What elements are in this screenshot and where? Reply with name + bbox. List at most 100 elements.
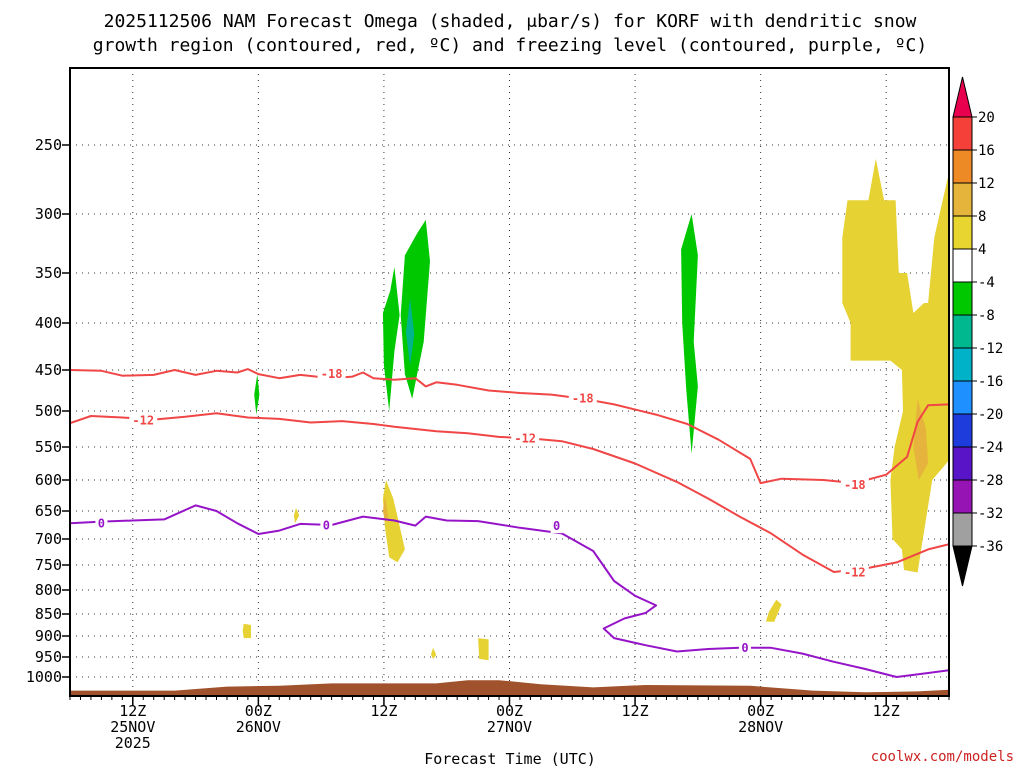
y-tick-label: 400 [35, 314, 62, 332]
colorbar-label: -24 [978, 440, 1003, 456]
colorbar-swatch [952, 512, 973, 547]
contour-label-bg [95, 516, 108, 531]
colorbar-swatch [952, 314, 973, 349]
contour-label: -12 [514, 431, 536, 445]
colorbar-bottom-arrow [952, 545, 973, 587]
x-tick-label: 2025 [115, 734, 151, 752]
colorbar-swatch [952, 281, 973, 316]
chart-title-line-1: 2025112506 NAM Forecast Omega (shaded, μ… [104, 11, 917, 32]
x-tick-label: 00Z [747, 702, 774, 720]
colorbar-swatch [952, 479, 973, 514]
y-axis-ticks: 250 300 350 400 450 500 550 600 650 700 750 800 850 9… [26, 136, 70, 686]
omega-region [765, 599, 782, 622]
colorbar-top-arrow [952, 76, 973, 118]
y-tick-label: 1000 [26, 668, 62, 686]
colorbar-label: -8 [978, 308, 995, 324]
x-axis-label: Forecast Time (UTC) [424, 750, 596, 768]
x-tick-label: 12Z [370, 702, 397, 720]
colorbar-label: -16 [978, 374, 1003, 390]
colorbar-label: -20 [978, 407, 1003, 423]
grid-lines [70, 68, 949, 696]
contour-label-bg [129, 413, 158, 428]
x-tick-label: 00Z [496, 702, 523, 720]
contour-label-bg [320, 518, 333, 533]
omega-region [431, 647, 437, 659]
y-tick-label: 900 [35, 627, 62, 645]
omega-region [478, 638, 489, 661]
colorbar-label: -36 [978, 539, 1003, 555]
colorbar-label: -12 [978, 341, 1003, 357]
y-tick-label: 750 [35, 556, 62, 574]
colorbar: 20 16 12 8 4 -4 -8 -12 -16 -20 -24 -28 -32 -36 [952, 76, 1003, 587]
y-tick-label: 500 [35, 402, 62, 420]
omega-region [400, 219, 430, 399]
x-tick-label: 26NOV [236, 718, 281, 736]
colorbar-label: 4 [978, 242, 986, 258]
plot-frame [69, 67, 950, 697]
colorbar-swatch [952, 446, 973, 481]
x-tick-label: 12Z [622, 702, 649, 720]
y-tick-label: 700 [35, 530, 62, 548]
y-tick-label: 250 [35, 136, 62, 154]
omega-region [842, 158, 949, 573]
omega-shading [242, 158, 949, 661]
colorbar-swatch [952, 149, 973, 184]
terrain-shading [70, 680, 949, 696]
contour-label: -12 [132, 413, 154, 427]
chart-title-line-2: growth region (contoured, red, ºC) and f… [93, 35, 927, 56]
x-tick-label: 28NOV [738, 718, 783, 736]
contour-label-bg [550, 519, 563, 534]
contour-labels: -18 -18 -18 -12 -12 -12 0 0 0 0 [95, 367, 869, 655]
x-tick-label: 00Z [245, 702, 272, 720]
omega-region [681, 214, 698, 454]
omega-region [254, 374, 260, 415]
omega-region [382, 267, 400, 411]
colorbar-label: 12 [978, 176, 995, 192]
contour-label-bg [840, 477, 869, 492]
contour-label-bg [317, 367, 346, 382]
contour-label: 0 [323, 519, 330, 533]
y-tick-label: 800 [35, 581, 62, 599]
credit-text: coolwx.com/models [871, 749, 1014, 765]
y-tick-label: 850 [35, 605, 62, 623]
contour-label-bg [738, 640, 751, 655]
y-tick-label: 600 [35, 471, 62, 489]
omega-region [293, 507, 300, 524]
isotherm-line [70, 412, 949, 573]
contour-label: -18 [844, 478, 866, 492]
y-tick-label: 650 [35, 502, 62, 520]
omega-region [382, 495, 389, 523]
y-tick-label: 450 [35, 361, 62, 379]
y-tick-label: 550 [35, 438, 62, 456]
contour-label: 0 [98, 516, 105, 530]
colorbar-swatch [952, 116, 973, 151]
contour-label-bg [568, 391, 597, 406]
terrain-area [70, 680, 949, 696]
x-tick-label: 27NOV [487, 718, 532, 736]
colorbar-swatch [952, 215, 973, 250]
y-tick-label: 950 [35, 648, 62, 666]
contour-label: -18 [572, 392, 594, 406]
colorbar-label: -28 [978, 473, 1003, 489]
colorbar-label: -4 [978, 275, 995, 291]
colorbar-swatch [952, 248, 973, 283]
colorbar-swatch [952, 413, 973, 448]
contour-label: 0 [553, 519, 560, 533]
x-tick-label: 12Z [873, 702, 900, 720]
colorbar-label: 16 [978, 143, 995, 159]
colorbar-swatch [952, 182, 973, 217]
omega-region [913, 398, 929, 480]
contour-label: -18 [321, 367, 343, 381]
x-tick-label: 25NOV [110, 718, 155, 736]
contour-label: -12 [844, 566, 866, 580]
contour-lines [70, 368, 949, 678]
y-tick-label: 350 [35, 264, 62, 282]
colorbar-label: -32 [978, 506, 1003, 522]
contour-label: 0 [741, 641, 748, 655]
x-tick-label: 12Z [119, 702, 146, 720]
omega-region [405, 298, 415, 366]
contour-label-bg [840, 565, 869, 580]
freezing-level-line [70, 504, 949, 678]
